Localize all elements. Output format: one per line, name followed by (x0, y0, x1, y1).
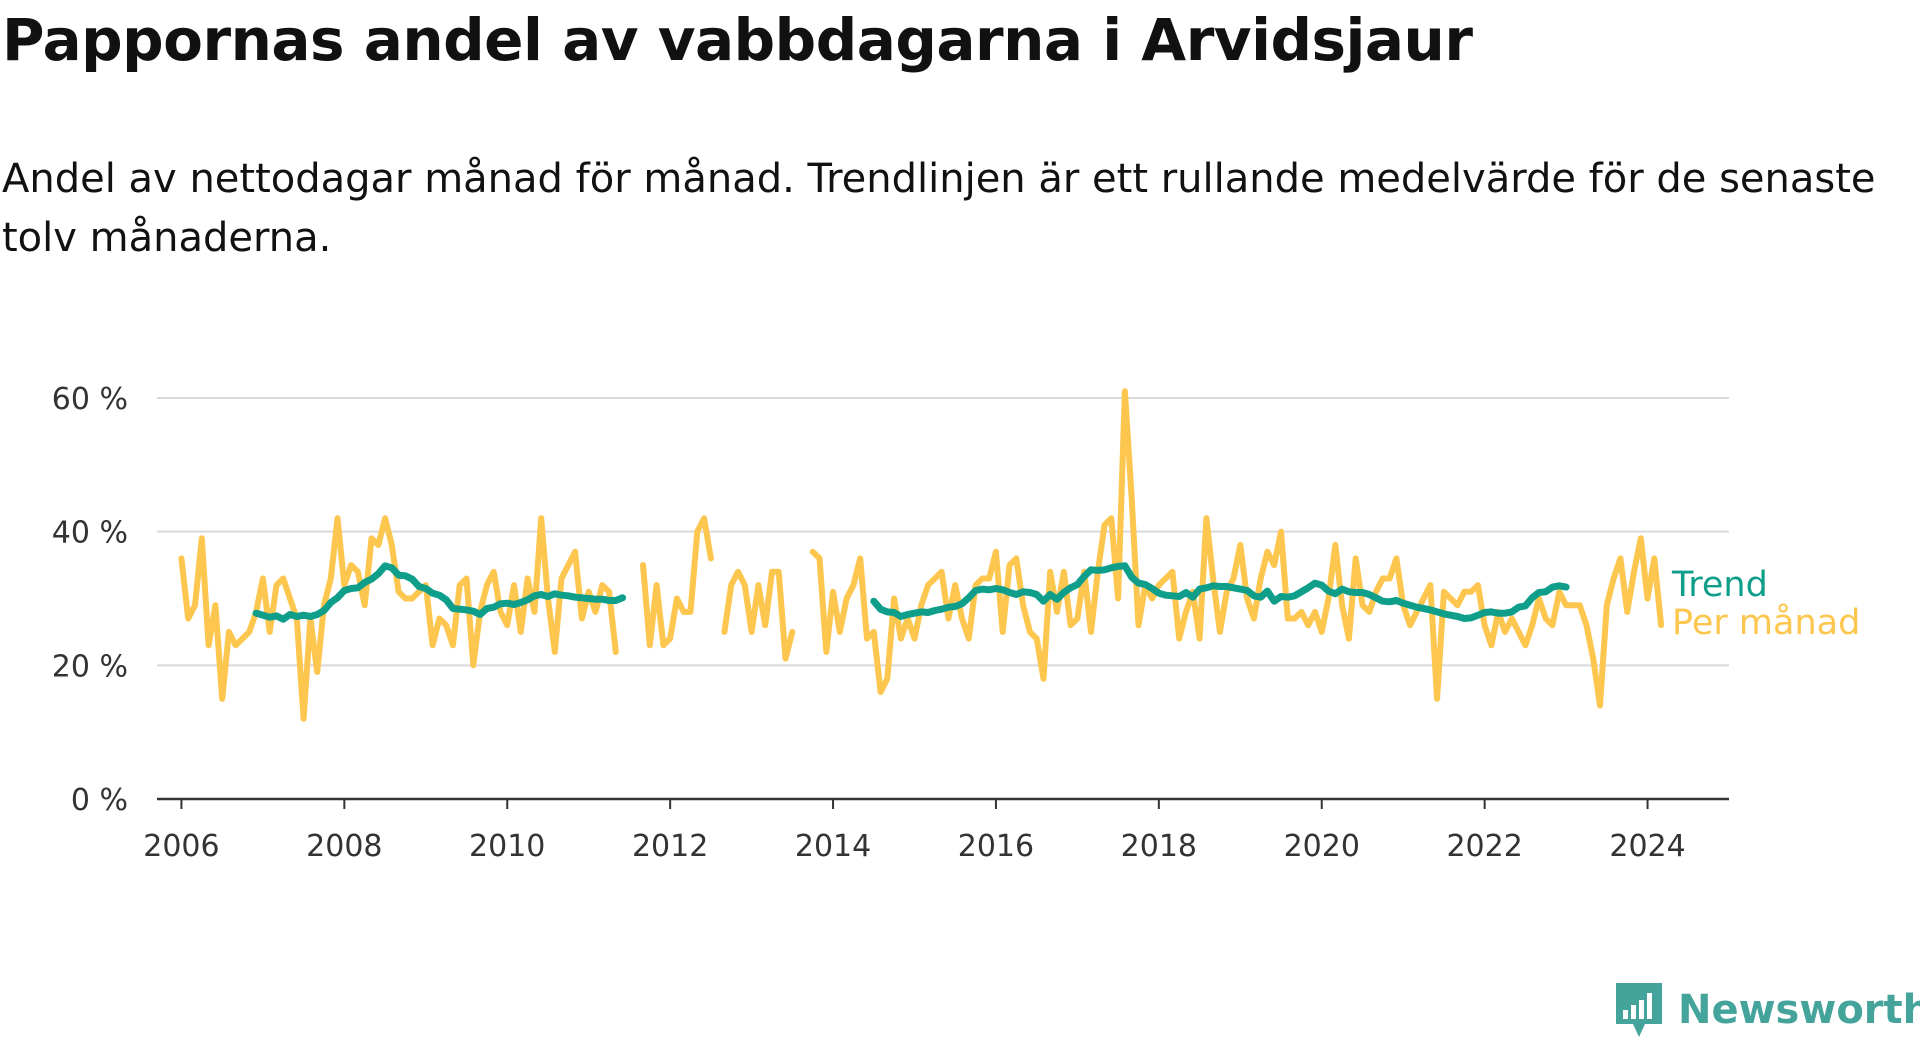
x-tick-label: 2018 (1121, 829, 1197, 864)
series-line-per-manad (721, 568, 796, 662)
x-tick-label: 2014 (795, 829, 871, 864)
x-tick-label: 2020 (1284, 829, 1360, 864)
y-tick-label: 40 % (52, 516, 128, 551)
x-tick-label: 2012 (632, 829, 708, 864)
y-tick-label: 60 % (52, 382, 128, 417)
x-axis: 2006 2008 2010 2012 2014 2016 2018 2020 2022 2024 (143, 799, 1686, 864)
y-tick-label: 0 % (71, 783, 128, 818)
newsworthy-logo-icon (1616, 983, 1662, 1037)
x-tick-label: 2016 (958, 829, 1034, 864)
series-label-per-manad: Per månad (1672, 602, 1860, 643)
series-line-per-manad (809, 388, 1665, 709)
series-line-per-manad (178, 515, 619, 722)
series-line-trend (252, 562, 627, 623)
series-line-trend (870, 562, 1570, 622)
y-axis-tick-labels: 0 % 20 % 40 % 60 % (52, 382, 128, 818)
series-line-per-manad (640, 515, 714, 649)
newsworthy-brand: Newsworthy (1612, 980, 1920, 1040)
x-tick-label: 2010 (469, 829, 545, 864)
brand-name: Newsworthy (1678, 987, 1920, 1033)
series-trend (252, 562, 1570, 623)
x-tick-label: 2022 (1446, 829, 1522, 864)
x-tick-label: 2024 (1609, 829, 1685, 864)
chart-subtitle: Andel av nettodagar månad för månad. Tre… (2, 156, 1876, 261)
chart-title: Pappornas andel av vabbdagarna i Arvidsj… (2, 6, 1473, 74)
series-per-manad (178, 388, 1665, 722)
gridlines (157, 397, 1729, 667)
series-label-trend: Trend (1671, 565, 1768, 605)
x-tick-label: 2006 (143, 829, 219, 864)
x-tick-label: 2008 (306, 829, 382, 864)
y-tick-label: 20 % (52, 649, 128, 684)
